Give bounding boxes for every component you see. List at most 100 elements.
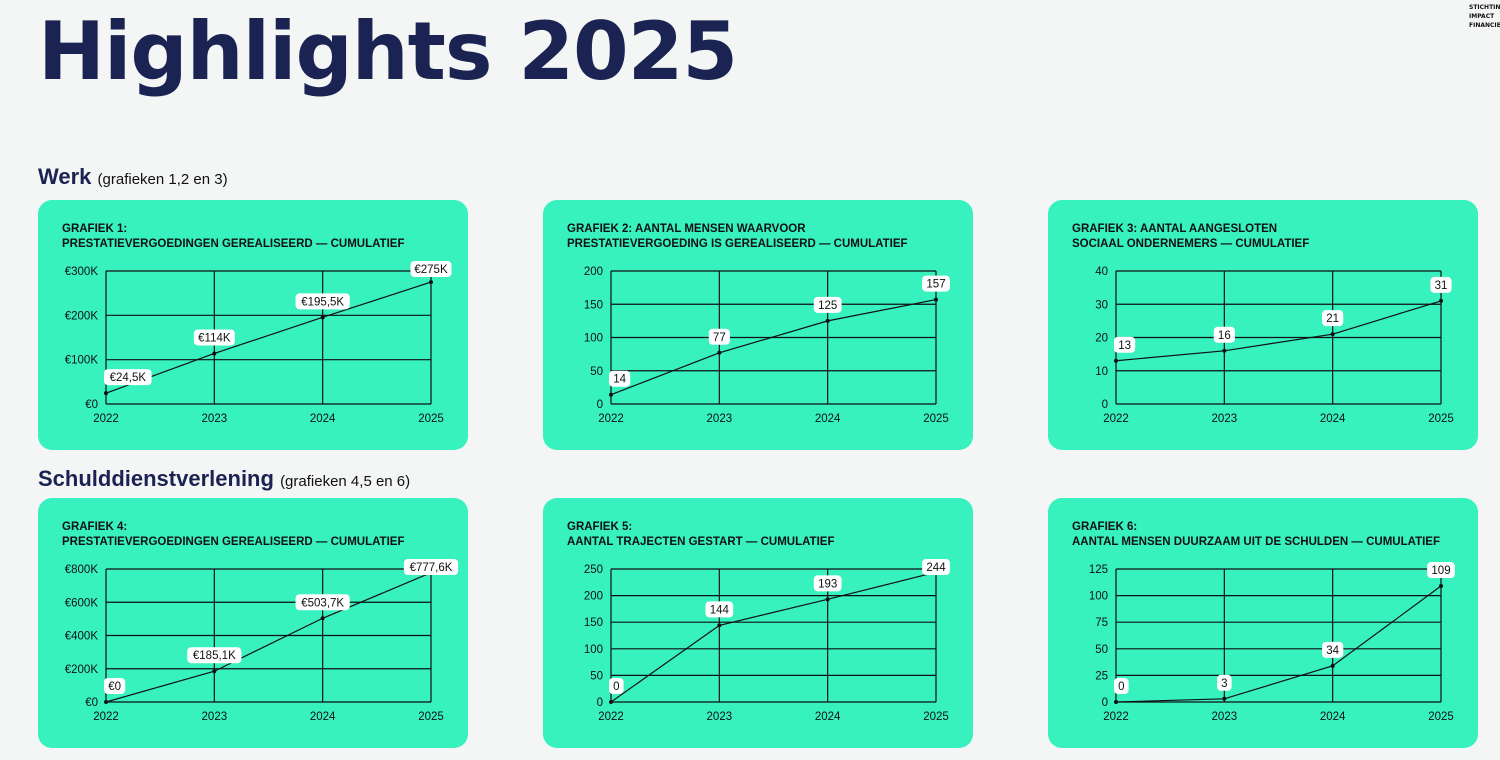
data-label-bg bbox=[922, 559, 950, 575]
data-label-text: €275K bbox=[414, 264, 448, 276]
y-tick-label: 100 bbox=[1089, 591, 1108, 603]
x-tick-label: 2025 bbox=[1428, 413, 1454, 425]
data-point bbox=[1330, 332, 1335, 337]
data-label-text: 16 bbox=[1218, 330, 1231, 342]
chart-5-plot: 0 50 100 150 200 250 2022 2023 2024 2025 0 144 193 24… bbox=[584, 559, 950, 723]
data-label-bg bbox=[922, 275, 950, 292]
data-point bbox=[1439, 584, 1443, 589]
data-label-bg bbox=[1217, 674, 1232, 691]
data-label-text: €195,5K bbox=[301, 296, 344, 308]
x-tick-label: 2023 bbox=[202, 413, 228, 425]
data-label-text: €24,5K bbox=[110, 372, 147, 384]
y-tick-label: 40 bbox=[1095, 266, 1108, 278]
data-label-text: 193 bbox=[818, 578, 837, 590]
data-point bbox=[825, 597, 830, 602]
chart-card-1: GRAFIEK 1: PRESTATIEVERGOEDINGEN GEREALIS… bbox=[38, 200, 468, 450]
data-label: 77 bbox=[708, 328, 730, 345]
y-tick-label: 10 bbox=[1095, 366, 1108, 378]
data-label: €503,7K bbox=[295, 594, 350, 611]
data-label-text: €114K bbox=[198, 332, 231, 344]
data-label-bg bbox=[295, 293, 350, 310]
y-tick-label: 150 bbox=[584, 617, 603, 629]
y-tick-label: 100 bbox=[584, 644, 603, 656]
y-tick-label: 200 bbox=[584, 591, 603, 603]
data-point bbox=[320, 315, 325, 320]
x-tick-label: 2025 bbox=[1428, 711, 1454, 723]
x-tick-label: 2023 bbox=[202, 711, 228, 723]
x-tick-label: 2023 bbox=[1212, 711, 1238, 723]
data-label-text: €777,6K bbox=[410, 562, 453, 574]
data-label-bg bbox=[193, 329, 235, 346]
chart-title: GRAFIEK 4: PRESTATIEVERGOEDINGEN GEREALIS… bbox=[62, 521, 405, 548]
chart-3-plot: 0 10 20 30 40 2022 2023 2024 2025 13 16 21 31 bbox=[1095, 266, 1454, 425]
x-tick-label: 2024 bbox=[1320, 413, 1346, 425]
data-label: €24,5K bbox=[104, 369, 152, 386]
y-tick-label: 0 bbox=[1102, 697, 1108, 709]
data-label-text: 109 bbox=[1431, 565, 1450, 577]
data-point bbox=[717, 350, 722, 355]
data-point bbox=[104, 700, 108, 704]
data-label: 14 bbox=[609, 370, 631, 387]
y-tick-label: €600K bbox=[65, 597, 99, 609]
data-label-text: €185,1K bbox=[193, 650, 236, 662]
data-point bbox=[1222, 696, 1227, 701]
y-tick-label: 50 bbox=[590, 670, 603, 682]
x-tick-label: 2024 bbox=[815, 711, 841, 723]
data-label-bg bbox=[104, 369, 152, 386]
x-tick-label: 2022 bbox=[598, 711, 624, 723]
x-tick-label: 2024 bbox=[310, 711, 336, 723]
data-label-bg bbox=[609, 370, 631, 387]
series-line bbox=[610, 571, 937, 703]
y-tick-label: €200K bbox=[65, 310, 99, 322]
y-tick-label: €800K bbox=[65, 564, 99, 576]
x-tick-label: 2025 bbox=[923, 413, 949, 425]
data-label-text: 77 bbox=[713, 332, 726, 344]
data-label-text: €0 bbox=[108, 681, 121, 693]
series-line bbox=[105, 281, 432, 394]
series-line bbox=[1115, 585, 1442, 703]
series-line bbox=[1115, 300, 1442, 362]
y-tick-label: €100K bbox=[65, 355, 99, 367]
data-label-text: 0 bbox=[613, 681, 619, 693]
data-point bbox=[1114, 358, 1118, 363]
y-tick-label: €0 bbox=[85, 399, 98, 411]
page-title: Highlights 2025 bbox=[38, 5, 738, 98]
data-label-text: 34 bbox=[1326, 645, 1339, 657]
x-tick-label: 2023 bbox=[707, 711, 733, 723]
y-tick-label: 50 bbox=[590, 366, 603, 378]
data-label: 34 bbox=[1322, 641, 1344, 658]
data-label: €185,1K bbox=[187, 647, 242, 664]
section-subtitle: (grafieken 1,2 en 3) bbox=[97, 171, 228, 188]
x-tick-label: 2022 bbox=[1103, 711, 1129, 723]
data-label: €0 bbox=[104, 678, 126, 694]
data-label: €777,6K bbox=[403, 559, 459, 575]
data-label: 3 bbox=[1217, 674, 1232, 691]
data-label-bg bbox=[1322, 310, 1344, 327]
y-tick-label: 150 bbox=[584, 299, 603, 311]
x-tick-label: 2025 bbox=[418, 711, 444, 723]
data-label: 125 bbox=[813, 296, 842, 313]
x-tick-label: 2024 bbox=[1320, 711, 1346, 723]
x-tick-label: 2023 bbox=[1212, 413, 1238, 425]
data-point bbox=[1439, 298, 1443, 303]
data-label: 109 bbox=[1427, 562, 1455, 579]
data-label: 144 bbox=[705, 601, 734, 618]
data-point bbox=[1222, 348, 1227, 353]
data-point bbox=[320, 616, 325, 621]
data-label: 16 bbox=[1213, 326, 1235, 343]
data-label: €114K bbox=[193, 329, 235, 346]
y-tick-label: 30 bbox=[1095, 299, 1108, 311]
data-point bbox=[825, 318, 830, 323]
data-label-bg bbox=[813, 575, 842, 592]
data-point bbox=[717, 623, 722, 628]
data-label-bg bbox=[1114, 336, 1136, 353]
data-label-text: 125 bbox=[818, 300, 837, 312]
data-label-bg bbox=[1430, 276, 1452, 293]
data-label: 193 bbox=[813, 575, 842, 592]
section-schuld-heading: Schulddienstverlening (grafieken 4,5 en … bbox=[38, 466, 410, 492]
data-label-bg bbox=[1114, 678, 1129, 694]
chart-title: GRAFIEK 1: PRESTATIEVERGOEDINGEN GEREALIS… bbox=[62, 223, 405, 250]
data-label-bg bbox=[609, 678, 624, 694]
y-tick-label: 200 bbox=[584, 266, 603, 278]
data-point bbox=[1330, 663, 1335, 668]
